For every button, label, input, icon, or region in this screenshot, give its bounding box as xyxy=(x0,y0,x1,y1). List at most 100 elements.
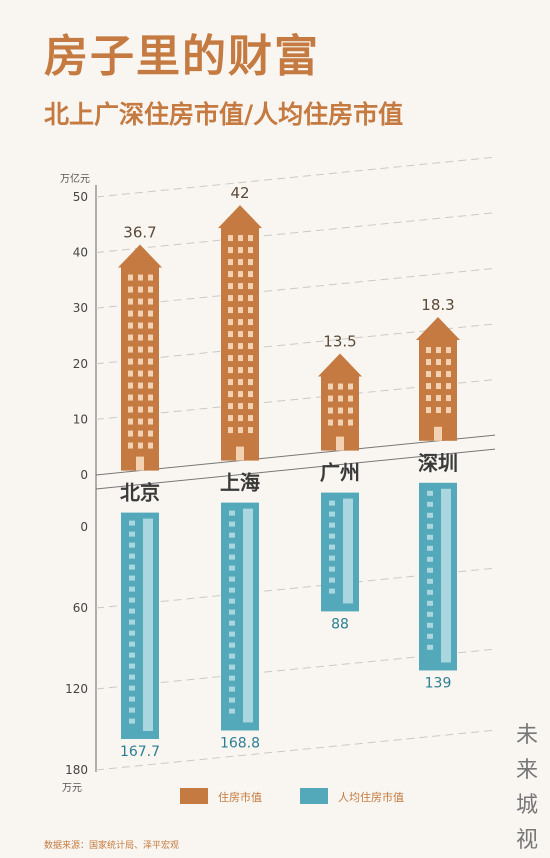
window xyxy=(128,430,133,437)
y-tick-label: 120 xyxy=(65,682,88,696)
window xyxy=(229,664,235,670)
window xyxy=(248,235,253,242)
window xyxy=(348,383,353,390)
window xyxy=(228,283,233,290)
window xyxy=(138,394,143,401)
top-baseline xyxy=(95,434,496,476)
window xyxy=(138,298,143,305)
door xyxy=(336,436,344,451)
window xyxy=(228,355,233,362)
per-capita-bar xyxy=(321,492,359,612)
window xyxy=(148,298,153,305)
window xyxy=(238,403,243,410)
window xyxy=(436,407,441,414)
window xyxy=(427,534,433,540)
window xyxy=(148,430,153,437)
window xyxy=(148,346,153,353)
window xyxy=(436,395,441,402)
window xyxy=(427,512,433,518)
window xyxy=(328,419,333,426)
window xyxy=(129,663,135,669)
window xyxy=(129,553,135,559)
data-label-per-capita: 139 xyxy=(425,675,452,691)
data-label-per-capita: 88 xyxy=(331,616,349,632)
window xyxy=(138,430,143,437)
window xyxy=(138,322,143,329)
window xyxy=(148,274,153,281)
legend-label-per-capita: 人均住房市值 xyxy=(338,791,404,804)
window xyxy=(426,395,431,402)
window xyxy=(427,556,433,562)
window xyxy=(228,403,233,410)
y-tick-label: 30 xyxy=(73,301,88,315)
window xyxy=(248,307,253,314)
window xyxy=(248,295,253,302)
window xyxy=(229,609,235,615)
gridline xyxy=(95,379,496,420)
window xyxy=(128,418,133,425)
window xyxy=(248,331,253,338)
roof-shape xyxy=(118,244,162,268)
window xyxy=(138,286,143,293)
window xyxy=(138,358,143,365)
window xyxy=(229,653,235,659)
window xyxy=(436,347,441,354)
housing-value-bar xyxy=(419,339,457,441)
window xyxy=(446,407,451,414)
bar-stripe xyxy=(143,518,153,731)
window xyxy=(248,355,253,362)
window xyxy=(229,532,235,538)
brand-char: 未 xyxy=(515,723,538,748)
window xyxy=(228,295,233,302)
window xyxy=(148,394,153,401)
window xyxy=(129,696,135,702)
window xyxy=(248,379,253,386)
gridline xyxy=(95,267,496,309)
window xyxy=(446,359,451,366)
window xyxy=(228,415,233,422)
legend-label-housing-value: 住房市值 xyxy=(218,791,262,804)
window xyxy=(446,371,451,378)
window xyxy=(426,407,431,414)
data-label-housing-value: 36.7 xyxy=(123,224,156,242)
window xyxy=(229,598,235,604)
brand-char: 城 xyxy=(515,793,538,818)
brand-watermark: 未 来 城 视 xyxy=(512,718,542,858)
window xyxy=(238,415,243,422)
window xyxy=(148,334,153,341)
window xyxy=(229,708,235,714)
window xyxy=(248,259,253,266)
window xyxy=(238,259,243,266)
window xyxy=(148,406,153,413)
gridline xyxy=(95,212,496,254)
window xyxy=(148,370,153,377)
window xyxy=(138,418,143,425)
window xyxy=(329,500,335,506)
data-source-note: 数据来源：国家统计局、泽平宏观 xyxy=(44,841,180,851)
window xyxy=(329,533,335,539)
window xyxy=(128,286,133,293)
window xyxy=(329,555,335,561)
window xyxy=(248,415,253,422)
window xyxy=(427,611,433,617)
window xyxy=(427,567,433,573)
window xyxy=(128,370,133,377)
window xyxy=(348,395,353,402)
window xyxy=(238,379,243,386)
category-label: 深圳 xyxy=(418,451,458,475)
window xyxy=(329,566,335,572)
window xyxy=(228,427,233,434)
page-subtitle: 北上广深住房市值/人均住房市值 xyxy=(44,100,404,129)
window xyxy=(238,427,243,434)
gridline xyxy=(95,156,496,198)
page-title: 房子里的财富 xyxy=(44,31,320,82)
window xyxy=(426,383,431,390)
window xyxy=(329,511,335,517)
window xyxy=(128,358,133,365)
window xyxy=(128,346,133,353)
window xyxy=(229,642,235,648)
window xyxy=(436,383,441,390)
category-label: 上海 xyxy=(220,471,260,495)
y-tick-label: 50 xyxy=(73,190,88,204)
